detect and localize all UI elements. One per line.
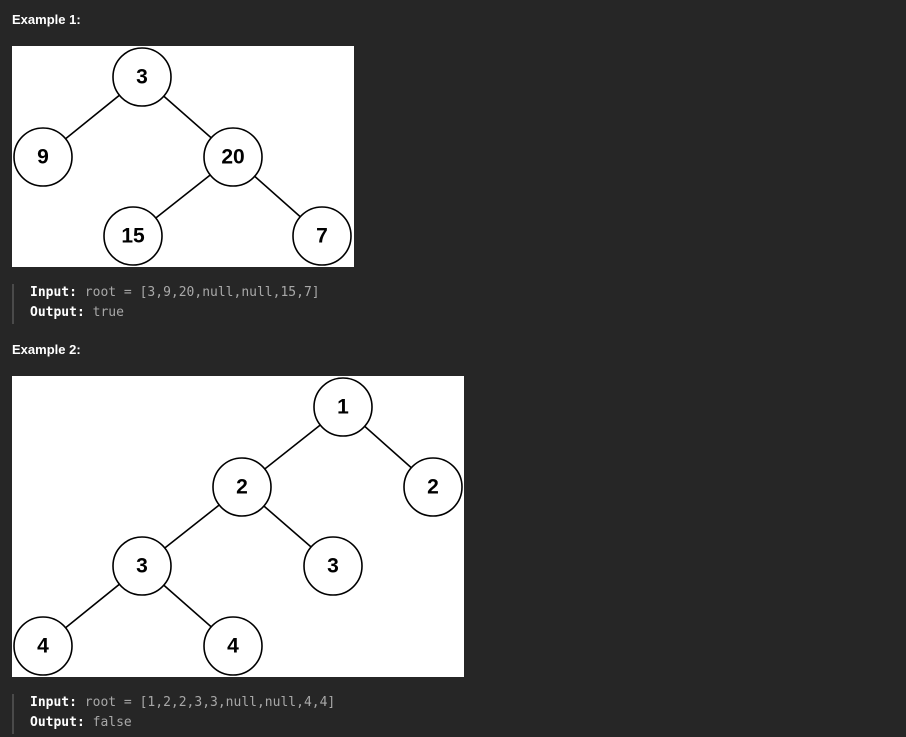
- tree-node-label: 1: [337, 396, 349, 419]
- example-2-io-block: Input: root = [1,2,2,3,3,null,null,4,4] …: [12, 694, 612, 734]
- example-1-io-block: Input: root = [3,9,20,null,null,15,7] Ou…: [12, 284, 612, 324]
- tree-node: 2: [403, 457, 463, 517]
- output-line: Output: false: [30, 715, 132, 731]
- example-1-tree-svg: 3 9 20 15 7: [13, 47, 352, 266]
- output-value: false: [92, 715, 132, 730]
- output-value: true: [92, 305, 124, 320]
- tree-node-label: 3: [327, 555, 339, 578]
- tree-node: 4: [13, 616, 73, 676]
- tree-node: 15: [103, 206, 163, 266]
- tree-node: 3: [112, 536, 172, 596]
- tree-node-label: 15: [121, 225, 145, 248]
- tree-node-label: 3: [136, 555, 148, 578]
- input-value: root = [3,9,20,null,null,15,7]: [84, 285, 320, 300]
- input-value: root = [1,2,2,3,3,null,null,4,4]: [84, 695, 336, 710]
- tree-node-label: 7: [316, 225, 328, 248]
- tree-node: 2: [212, 457, 272, 517]
- input-line: Input: root = [1,2,2,3,3,null,null,4,4]: [30, 695, 335, 711]
- tree-node-label: 20: [221, 146, 244, 169]
- input-line: Input: root = [3,9,20,null,null,15,7]: [30, 285, 320, 301]
- output-line: Output: true: [30, 305, 124, 321]
- output-label: Output:: [30, 715, 85, 730]
- tree-node-label: 2: [236, 476, 248, 499]
- tree-node: 1: [313, 377, 373, 437]
- input-label: Input:: [30, 285, 77, 300]
- example-2-tree-diagram: 1 2 2 3 3 4 4: [12, 376, 464, 677]
- example-1-tree-diagram: 3 9 20 15 7: [12, 46, 354, 267]
- input-label: Input:: [30, 695, 77, 710]
- tree-node: 7: [292, 206, 352, 266]
- example-2-tree-svg: 1 2 2 3 3 4 4: [13, 377, 463, 676]
- tree-node: 4: [203, 616, 263, 676]
- example-1-title: Example 1:: [12, 12, 81, 27]
- tree-node: 3: [303, 536, 363, 596]
- tree-node-label: 4: [37, 635, 49, 658]
- tree-node-label: 3: [136, 66, 148, 89]
- tree-node: 3: [112, 47, 172, 107]
- tree-node: 20: [203, 127, 263, 187]
- example-2-title: Example 2:: [12, 342, 81, 357]
- tree-node: 9: [13, 127, 73, 187]
- output-label: Output:: [30, 305, 85, 320]
- tree-node-label: 4: [227, 635, 239, 658]
- tree-node-label: 9: [37, 146, 49, 169]
- tree-node-label: 2: [427, 476, 439, 499]
